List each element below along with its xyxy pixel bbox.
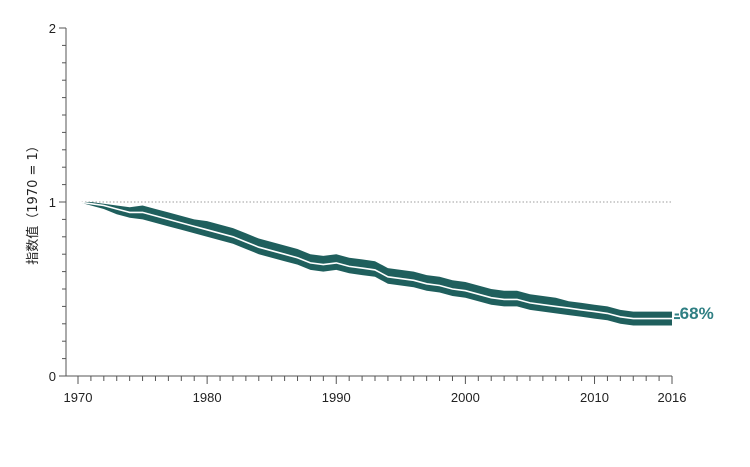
axis-layer: 0 1 2 1970 1980 1990 2000 2010 2016 (49, 21, 687, 405)
band-layer (78, 202, 672, 326)
line-layer (77, 201, 672, 320)
confidence-band (78, 202, 672, 326)
x-tick-label: 1990 (322, 390, 351, 405)
x-tick-label: 2000 (451, 390, 480, 405)
index-line (77, 201, 672, 320)
y-tick-label: 0 (49, 369, 56, 384)
x-tick-label: 2010 (580, 390, 609, 405)
x-tick-label: 2016 (658, 390, 687, 405)
y-tick-label: 1 (49, 195, 56, 210)
y-tick-label: 2 (49, 21, 56, 36)
y-axis-label: 指数值（1970 = 1） (25, 139, 41, 265)
x-tick-label: 1970 (64, 390, 93, 405)
end-value-label: -68% (674, 304, 714, 323)
x-tick-label: 1980 (193, 390, 222, 405)
